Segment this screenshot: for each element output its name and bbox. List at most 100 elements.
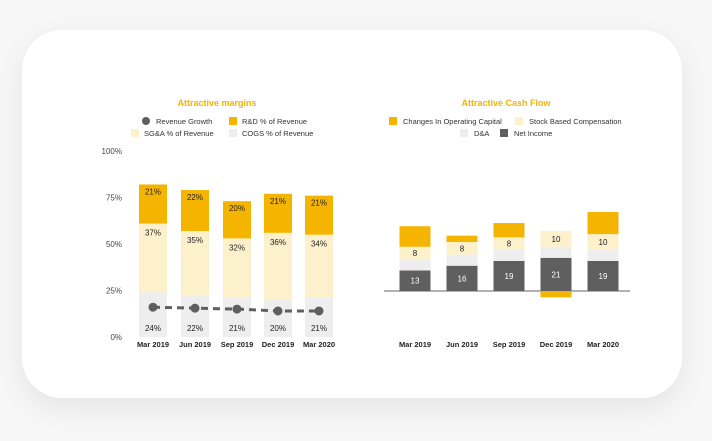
sga-bar-segment — [181, 230, 209, 297]
da-bar-segment — [540, 246, 572, 258]
legend-revenue-growth-marker — [142, 117, 150, 125]
bar-value-label: 37% — [145, 229, 161, 238]
legend-rd-marker — [229, 117, 237, 125]
bar-value-label: 10 — [552, 235, 561, 244]
x-tick-label: Dec 2019 — [262, 340, 295, 349]
margins-plot: 0% 25% 50% 75% 100% 24% 37% 21% Mar 2019 22% 35% 22… — [102, 147, 336, 349]
op-capital-bar-segment — [540, 291, 572, 298]
sga-bar-segment — [264, 232, 292, 300]
legend-sga: SG&A % of Revenue — [144, 129, 214, 138]
bar-value-label: 16 — [458, 274, 467, 283]
bar-value-label: 21% — [270, 197, 286, 206]
sbc-bar-segment — [540, 230, 572, 247]
bar-value-label: 13 — [411, 277, 420, 286]
revenue-growth-point — [314, 306, 324, 316]
da-bar-segment — [587, 249, 619, 261]
bar-value-label: 21 — [552, 270, 561, 279]
legend-da-marker — [460, 129, 468, 137]
legend-sbc-marker — [515, 117, 523, 125]
bar-value-label: 36% — [270, 238, 286, 247]
cashflow-title: Attractive Cash Flow — [461, 98, 551, 108]
bar-value-label: 21% — [311, 199, 327, 208]
op-capital-bar-segment — [493, 223, 525, 238]
cogs-bar-segment — [305, 297, 333, 337]
legend-cogs: COGS % of Revenue — [242, 129, 313, 138]
da-bar-segment — [493, 249, 525, 261]
net-income-bar-segment — [540, 257, 572, 291]
bar-value-label: 22% — [187, 193, 203, 202]
bar-value-label: 19 — [505, 272, 514, 281]
x-tick-label: Jun 2019 — [179, 340, 211, 349]
sbc-bar-segment — [399, 246, 431, 260]
sbc-bar-segment — [587, 234, 619, 250]
cogs-bar-segment — [181, 296, 209, 337]
bar-value-label: 21% — [311, 324, 327, 333]
op-capital-bar-segment — [399, 226, 431, 247]
bar-value-label: 8 — [460, 244, 465, 253]
bar-value-label: 35% — [187, 236, 203, 245]
op-capital-bar-segment — [446, 235, 478, 243]
y-tick-label: 100% — [102, 147, 122, 156]
legend-rd: R&D % of Revenue — [242, 117, 307, 126]
legend-revenue-growth: Revenue Growth — [156, 117, 212, 126]
net-income-bar-segment — [446, 265, 478, 291]
legend-op-capital: Changes In Operating Capital — [403, 117, 502, 126]
bar-value-label: 10 — [599, 238, 608, 247]
revenue-growth-point — [273, 306, 283, 316]
bar-value-label: 19 — [599, 272, 608, 281]
da-bar-segment — [446, 254, 478, 266]
legend-net-income: Net Income — [514, 129, 552, 138]
revenue-growth-point — [232, 304, 242, 314]
sbc-bar-segment — [446, 242, 478, 255]
y-tick-label: 75% — [106, 194, 122, 203]
x-tick-label: Jun 2019 — [446, 340, 478, 349]
bar-value-label: 34% — [311, 240, 327, 249]
x-tick-label: Mar 2020 — [303, 340, 335, 349]
legend-da: D&A — [474, 129, 489, 138]
x-tick-label: Sep 2019 — [221, 340, 254, 349]
da-bar-segment — [399, 259, 431, 271]
cashflow-plot: 13 8 Mar 2019 16 8 Jun 2019 19 8 Sep 2019 21 10 Dec… — [384, 212, 630, 349]
sga-bar-segment — [305, 234, 333, 298]
legend-op-capital-marker — [389, 117, 397, 125]
sga-bar-segment — [223, 238, 251, 298]
legend-net-income-marker — [500, 129, 508, 137]
x-tick-label: Mar 2020 — [587, 340, 619, 349]
bar-value-label: 22% — [187, 324, 203, 333]
margins-title: Attractive margins — [177, 98, 256, 108]
rd-bar-segment — [305, 195, 333, 235]
bar-value-label: 21% — [229, 324, 245, 333]
revenue-growth-point — [148, 302, 158, 312]
y-tick-label: 0% — [110, 333, 122, 342]
op-capital-bar-segment — [587, 212, 619, 235]
legend-cogs-marker — [229, 129, 237, 137]
sbc-bar-segment — [493, 237, 525, 250]
bar-value-label: 20% — [229, 204, 245, 213]
bar-value-label: 8 — [507, 240, 512, 249]
legend-sga-marker — [131, 129, 139, 137]
chart-card: Attractive margins Revenue Growth R&D % … — [22, 30, 682, 398]
bar-value-label: 20% — [270, 324, 286, 333]
cogs-bar-segment — [139, 292, 167, 337]
x-tick-label: Mar 2019 — [137, 340, 169, 349]
cogs-bar-segment — [223, 297, 251, 337]
bar-value-label: 8 — [413, 249, 418, 258]
x-tick-label: Mar 2019 — [399, 340, 431, 349]
net-income-bar-segment — [493, 260, 525, 291]
revenue-growth-point — [190, 303, 200, 313]
cogs-bar-segment — [264, 299, 292, 337]
net-income-bar-segment — [399, 270, 431, 291]
legend-sbc: Stock Based Compensation — [529, 117, 622, 126]
bar-value-label: 21% — [145, 187, 161, 196]
x-tick-label: Sep 2019 — [493, 340, 526, 349]
x-tick-label: Dec 2019 — [540, 340, 573, 349]
rd-bar-segment — [139, 184, 167, 224]
y-tick-label: 25% — [106, 287, 122, 296]
y-tick-label: 50% — [106, 240, 122, 249]
sga-bar-segment — [139, 223, 167, 293]
rd-bar-segment — [264, 193, 292, 233]
net-income-bar-segment — [587, 260, 619, 291]
bar-value-label: 24% — [145, 324, 161, 333]
rd-bar-segment — [181, 190, 209, 231]
chart-canvas: Attractive margins Revenue Growth R&D % … — [102, 98, 630, 349]
